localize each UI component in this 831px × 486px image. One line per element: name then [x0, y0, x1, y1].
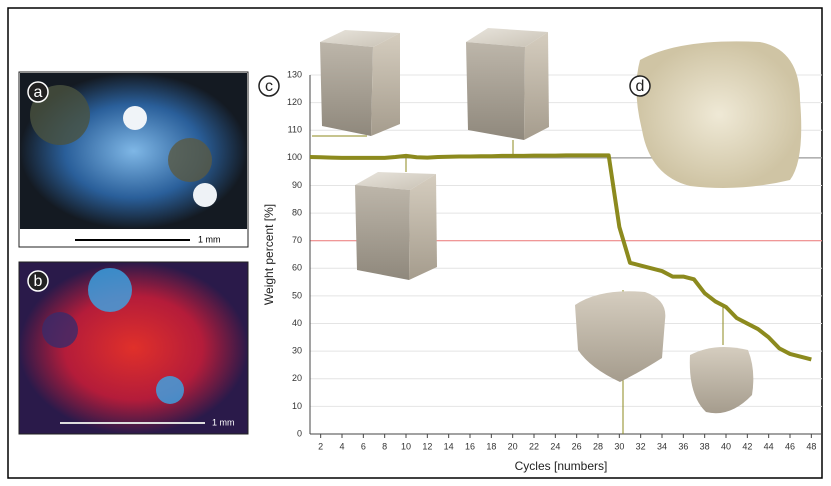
grain: [123, 106, 147, 130]
panel-label: b: [34, 273, 43, 290]
x-tick-label: 28: [593, 441, 603, 451]
panel-label: c: [265, 78, 273, 95]
x-tick-label: 32: [636, 441, 646, 451]
x-tick-label: 8: [382, 441, 387, 451]
x-tick-label: 46: [785, 441, 795, 451]
x-tick-label: 16: [465, 441, 475, 451]
x-tick-label: 44: [764, 441, 774, 451]
panel-badge: [258, 75, 280, 97]
grain: [156, 376, 184, 404]
x-tick-label: 42: [742, 441, 752, 451]
micrograph: [18, 261, 249, 435]
x-tick-label: 24: [550, 441, 560, 451]
x-tick-label: 22: [529, 441, 539, 451]
y-tick-label: 110: [288, 125, 302, 135]
cube-photo: [355, 172, 437, 280]
cube-photo: [320, 30, 400, 136]
x-tick-label: 18: [486, 441, 496, 451]
x-tick-label: 6: [361, 441, 366, 451]
y-tick-label: 40: [292, 318, 302, 328]
y-axis-title: Weight percent [%]: [262, 204, 276, 305]
data-line: [309, 153, 812, 362]
panel-label: a: [34, 84, 43, 101]
cube-photo: [466, 28, 549, 140]
y-tick-label: 130: [287, 69, 302, 79]
grain: [193, 183, 217, 207]
y-tick-label: 30: [292, 346, 302, 356]
x-tick-label: 2: [318, 441, 323, 451]
y-tick-label: 50: [292, 290, 302, 300]
panel-label: d: [636, 78, 645, 95]
x-tick-label: 38: [700, 441, 710, 451]
x-tick-label: 26: [572, 441, 582, 451]
y-tick-label: 90: [292, 180, 302, 190]
grain: [42, 312, 78, 348]
grain: [88, 268, 132, 312]
y-tick-label: 70: [292, 235, 302, 245]
x-tick-label: 12: [422, 441, 432, 451]
x-tick-label: 40: [721, 441, 731, 451]
panel-badge: [629, 75, 651, 97]
x-tick-label: 14: [444, 441, 454, 451]
x-tick-label: 20: [508, 441, 518, 451]
scale-label: 1 mm: [212, 417, 235, 427]
x-tick-label: 36: [678, 441, 688, 451]
y-tick-label: 120: [287, 97, 302, 107]
scale-label: 1 mm: [198, 234, 221, 244]
x-tick-label: 10: [401, 441, 411, 451]
panel-badge: [27, 270, 49, 292]
x-tick-label: 48: [806, 441, 816, 451]
panel-badge: [27, 81, 49, 103]
eroded-cube-photo: [689, 346, 754, 414]
y-tick-label: 100: [287, 152, 302, 162]
x-tick-label: 4: [339, 441, 344, 451]
y-tick-label: 0: [297, 428, 302, 438]
x-axis-title: Cycles [numbers]: [515, 459, 608, 473]
y-tick-label: 80: [292, 207, 302, 217]
y-tick-label: 60: [292, 263, 302, 273]
x-tick-label: 34: [657, 441, 667, 451]
x-tick-label: 30: [614, 441, 624, 451]
y-tick-label: 20: [292, 373, 302, 383]
grain: [168, 138, 212, 182]
stone-photo: [636, 41, 802, 188]
y-tick-label: 10: [292, 401, 302, 411]
eroded-cube-photo: [575, 291, 666, 382]
